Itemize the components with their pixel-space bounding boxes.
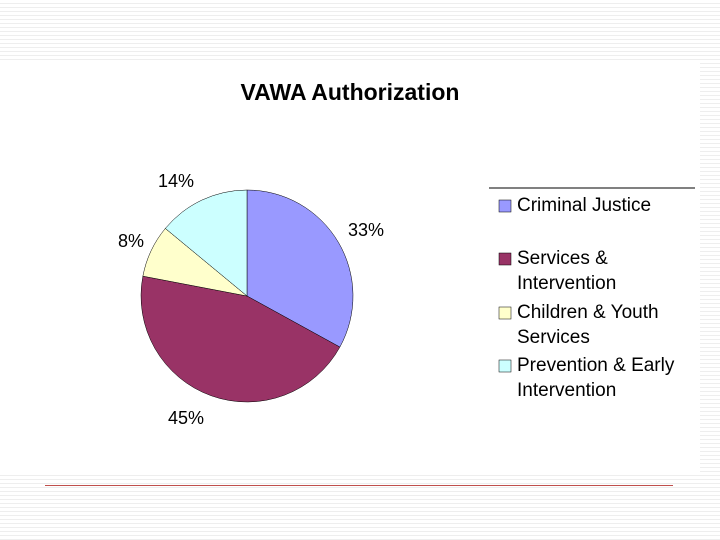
data-label-2: 45% xyxy=(168,408,204,428)
legend-entry-1: Criminal Justice xyxy=(498,195,651,216)
pie-slices xyxy=(140,189,354,403)
data-label-1: 33% xyxy=(348,220,384,240)
legend-label-4: Prevention & Early Intervention xyxy=(517,355,675,401)
chart-title: VAWA Authorization xyxy=(241,79,460,105)
legend: Criminal Justice Services & Intervention Ch… xyxy=(489,187,695,401)
footer-rule xyxy=(45,485,673,486)
legend-swatch-3 xyxy=(498,306,512,320)
legend-label-3: Children & Youth Services xyxy=(517,302,659,348)
pie-slice-2 xyxy=(140,275,341,403)
legend-label-2: Services & Intervention xyxy=(517,248,616,294)
data-label-3: 8% xyxy=(118,231,144,251)
legend-swatch-1 xyxy=(498,199,512,213)
pie-slice-4 xyxy=(164,189,248,297)
data-label-4: 14% xyxy=(158,171,194,191)
legend-swatch-4 xyxy=(498,359,512,373)
legend-swatch-2 xyxy=(498,252,512,266)
pie-slice-1 xyxy=(246,189,354,348)
data-labels: 33% 45% 8% 14% xyxy=(118,171,384,428)
legend-entry-2: Services & Intervention xyxy=(498,248,616,294)
legend-entry-3: Children & Youth Services xyxy=(498,302,659,348)
chart-area xyxy=(0,60,700,475)
legend-entry-4: Prevention & Early Intervention xyxy=(498,355,675,401)
legend-label-1: Criminal Justice xyxy=(517,195,651,216)
